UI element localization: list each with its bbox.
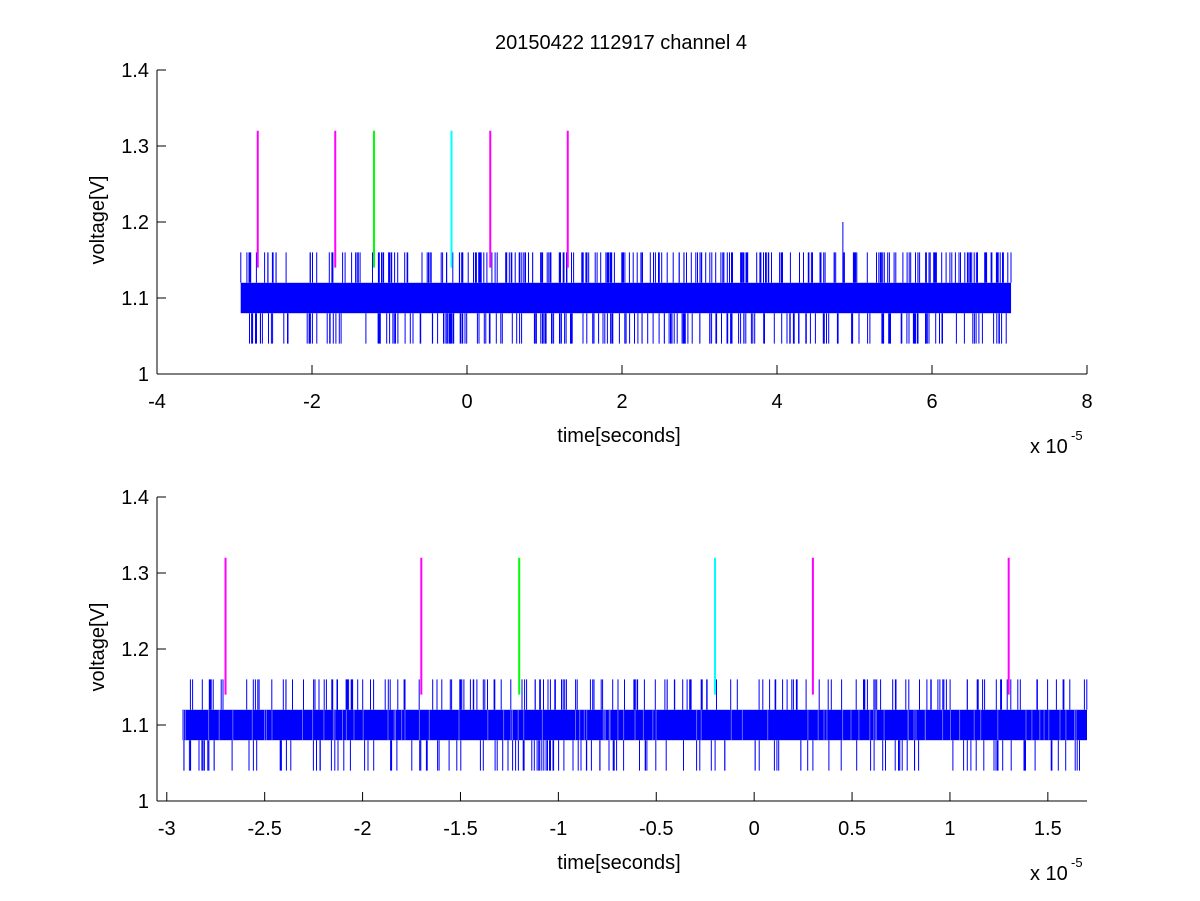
y-axis-label: voltage[V]	[87, 176, 109, 265]
y-tick-label: 1	[138, 791, 149, 813]
bottom-plot: -3 -2.5 -2 -1.5 -1 -0.5 0 0.5 1 1.5 1 1.1 1.2 1.3 1.4 t…	[87, 487, 1088, 885]
x-tick-label: -4	[148, 391, 166, 413]
x-multiplier: x 10	[1030, 436, 1068, 458]
signal-excursions	[183, 679, 1088, 771]
y-tick-label: 1.4	[121, 60, 149, 82]
x-multiplier: x 10	[1030, 863, 1068, 885]
x-axis-label: time[seconds]	[557, 852, 680, 874]
x-tick-label: -1.5	[443, 818, 477, 840]
y-axis-label: voltage[V]	[87, 603, 109, 692]
top-plot: -4 -2 0 2 4 6 8 1 1.1 1.2 1.3 1.4 time[seconds] volta…	[87, 60, 1093, 458]
y-tick-label: 1	[138, 364, 149, 386]
signal-texture	[182, 709, 1077, 741]
y-tick-label: 1.3	[121, 136, 149, 158]
y-tick-label: 1.2	[121, 212, 149, 234]
x-exponent: -5	[1071, 855, 1083, 870]
x-tick-label: 0	[461, 391, 472, 413]
x-tick-label: 2	[616, 391, 627, 413]
x-exponent: -5	[1071, 428, 1083, 443]
x-tick-label: -3	[158, 818, 176, 840]
x-tick-label: 0.5	[838, 818, 866, 840]
x-tick-label: -2	[354, 818, 372, 840]
x-tick-label: 0	[749, 818, 760, 840]
x-tick-label: 1.5	[1034, 818, 1062, 840]
x-tick-label: -0.5	[639, 818, 673, 840]
y-tick-label: 1.1	[121, 715, 149, 737]
x-tick-label: 6	[926, 391, 937, 413]
x-tick-label: 4	[771, 391, 782, 413]
x-tick-label: 8	[1081, 391, 1092, 413]
y-tick-label: 1.2	[121, 639, 149, 661]
x-tick-label: -1	[549, 818, 567, 840]
signal-excursions	[240, 252, 1012, 344]
y-tick-label: 1.4	[121, 487, 149, 509]
x-tick-label: 1	[944, 818, 955, 840]
signal-band	[240, 282, 1012, 314]
figure-title: 20150422 112917 channel 4	[495, 32, 747, 54]
x-tick-label: -2.5	[247, 818, 281, 840]
x-tick-label: -2	[303, 391, 321, 413]
y-tick-label: 1.1	[121, 288, 149, 310]
x-axis-label: time[seconds]	[557, 425, 680, 447]
y-tick-label: 1.3	[121, 563, 149, 585]
